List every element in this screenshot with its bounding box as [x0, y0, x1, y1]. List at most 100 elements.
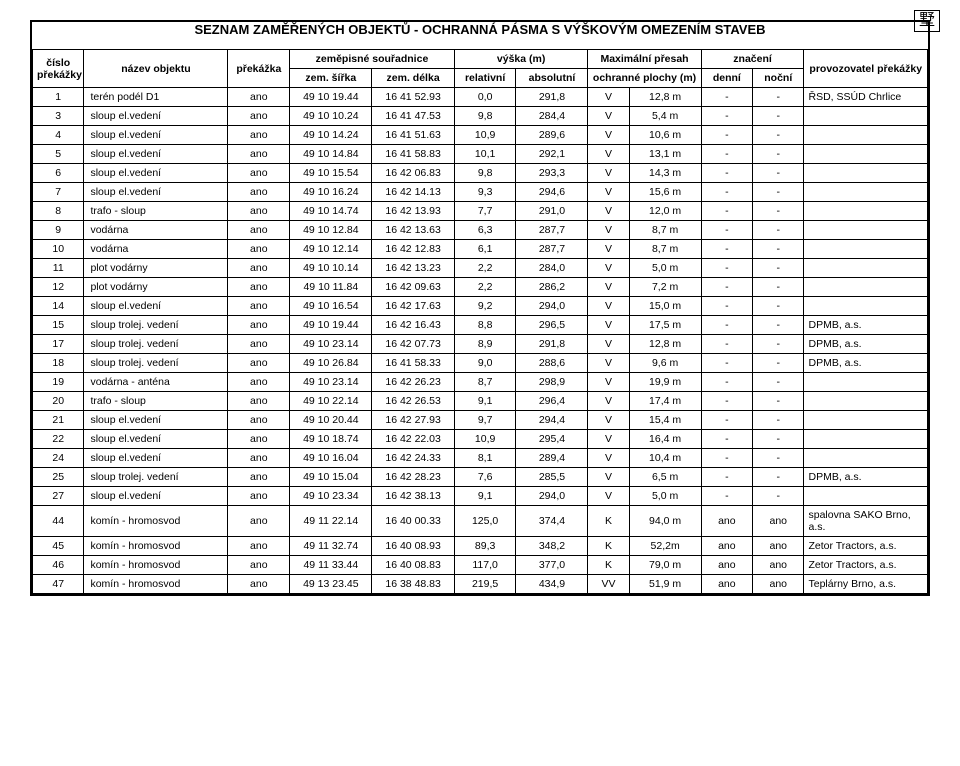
cell-prek: ano — [228, 487, 290, 506]
cell-name: terén podél D1 — [84, 88, 228, 107]
cell-delka: 16 41 52.93 — [372, 88, 454, 107]
cell-noc: - — [753, 88, 804, 107]
cell-prov — [804, 259, 928, 278]
cell-den: ano — [701, 575, 752, 594]
cell-den: - — [701, 449, 752, 468]
cell-delka: 16 42 13.23 — [372, 259, 454, 278]
cell-rel: 8,1 — [454, 449, 516, 468]
table-row: 6sloup el.vedeníano49 10 15.5416 42 06.8… — [33, 164, 928, 183]
cell-prov — [804, 373, 928, 392]
cell-n: 9 — [33, 221, 84, 240]
cell-n: 1 — [33, 88, 84, 107]
cell-abs: 287,7 — [516, 221, 588, 240]
cell-och2: 16,4 m — [629, 430, 701, 449]
cell-prov: ŘSD, SSÚD Chrlice — [804, 88, 928, 107]
table-row: 25sloup trolej. vedeníano49 10 15.0416 4… — [33, 468, 928, 487]
cell-noc: - — [753, 278, 804, 297]
cell-prov — [804, 183, 928, 202]
cell-n: 3 — [33, 107, 84, 126]
cell-prek: ano — [228, 259, 290, 278]
table-row: 27sloup el.vedeníano49 10 23.3416 42 38.… — [33, 487, 928, 506]
table-row: 46komín - hromosvodano49 11 33.4416 40 0… — [33, 556, 928, 575]
cell-sirka: 49 10 18.74 — [290, 430, 372, 449]
table-row: 15sloup trolej. vedeníano49 10 19.4416 4… — [33, 316, 928, 335]
cell-rel: 117,0 — [454, 556, 516, 575]
cell-och1: V — [588, 373, 629, 392]
cell-n: 21 — [33, 411, 84, 430]
cell-den: - — [701, 373, 752, 392]
cell-och2: 94,0 m — [629, 506, 701, 537]
col-relativni: relativní — [454, 69, 516, 88]
cell-rel: 9,0 — [454, 354, 516, 373]
cell-prek: ano — [228, 145, 290, 164]
table-row: 24sloup el.vedeníano49 10 16.0416 42 24.… — [33, 449, 928, 468]
cell-abs: 293,3 — [516, 164, 588, 183]
cell-prek: ano — [228, 335, 290, 354]
cell-sirka: 49 13 23.45 — [290, 575, 372, 594]
cell-prek: ano — [228, 430, 290, 449]
cell-n: 22 — [33, 430, 84, 449]
cell-noc: - — [753, 373, 804, 392]
cell-och2: 52,2m — [629, 537, 701, 556]
cell-prov — [804, 297, 928, 316]
cell-noc: - — [753, 202, 804, 221]
cell-noc: - — [753, 392, 804, 411]
col-max-presah: Maximální přesah — [588, 50, 701, 69]
table-row: 3sloup el.vedeníano49 10 10.2416 41 47.5… — [33, 107, 928, 126]
cell-name: sloup el.vedení — [84, 411, 228, 430]
cell-prek: ano — [228, 107, 290, 126]
cell-noc: - — [753, 183, 804, 202]
cell-prek: ano — [228, 537, 290, 556]
cell-rel: 6,1 — [454, 240, 516, 259]
cell-delka: 16 41 58.33 — [372, 354, 454, 373]
cell-rel: 9,7 — [454, 411, 516, 430]
table-row: 18sloup trolej. vedeníano49 10 26.8416 4… — [33, 354, 928, 373]
cell-den: - — [701, 411, 752, 430]
cell-sirka: 49 10 12.84 — [290, 221, 372, 240]
cell-den: - — [701, 259, 752, 278]
cell-prov: Teplárny Brno, a.s. — [804, 575, 928, 594]
cell-den: - — [701, 430, 752, 449]
col-zem-sirka: zem. šířka — [290, 69, 372, 88]
cell-name: sloup trolej. vedení — [84, 316, 228, 335]
cell-och2: 5,0 m — [629, 487, 701, 506]
cell-name: sloup el.vedení — [84, 126, 228, 145]
col-nazev: název objektu — [84, 50, 228, 88]
cell-och1: V — [588, 354, 629, 373]
cell-prov — [804, 126, 928, 145]
cell-noc: ano — [753, 537, 804, 556]
cell-prek: ano — [228, 164, 290, 183]
cell-n: 44 — [33, 506, 84, 537]
cell-noc: - — [753, 164, 804, 183]
cell-abs: 294,6 — [516, 183, 588, 202]
cell-prov — [804, 240, 928, 259]
cell-delka: 16 42 13.93 — [372, 202, 454, 221]
cell-abs: 294,0 — [516, 297, 588, 316]
cell-name: sloup trolej. vedení — [84, 354, 228, 373]
cell-den: ano — [701, 556, 752, 575]
cell-delka: 16 40 00.33 — [372, 506, 454, 537]
cell-den: - — [701, 278, 752, 297]
cell-prek: ano — [228, 556, 290, 575]
cell-prek: ano — [228, 88, 290, 107]
corner-logo: 墅 — [914, 10, 940, 32]
cell-rel: 9,1 — [454, 392, 516, 411]
cell-delka: 16 42 12.83 — [372, 240, 454, 259]
cell-sirka: 49 11 32.74 — [290, 537, 372, 556]
cell-och1: K — [588, 506, 629, 537]
cell-name: komín - hromosvod — [84, 506, 228, 537]
cell-och2: 15,4 m — [629, 411, 701, 430]
cell-och2: 10,4 m — [629, 449, 701, 468]
cell-n: 20 — [33, 392, 84, 411]
cell-abs: 294,4 — [516, 411, 588, 430]
cell-och1: V — [588, 392, 629, 411]
cell-delka: 16 42 28.23 — [372, 468, 454, 487]
cell-noc: - — [753, 145, 804, 164]
cell-sirka: 49 10 20.44 — [290, 411, 372, 430]
cell-prek: ano — [228, 468, 290, 487]
cell-prov: Zetor Tractors, a.s. — [804, 556, 928, 575]
cell-name: sloup el.vedení — [84, 449, 228, 468]
cell-prek: ano — [228, 221, 290, 240]
cell-abs: 284,4 — [516, 107, 588, 126]
cell-abs: 285,5 — [516, 468, 588, 487]
